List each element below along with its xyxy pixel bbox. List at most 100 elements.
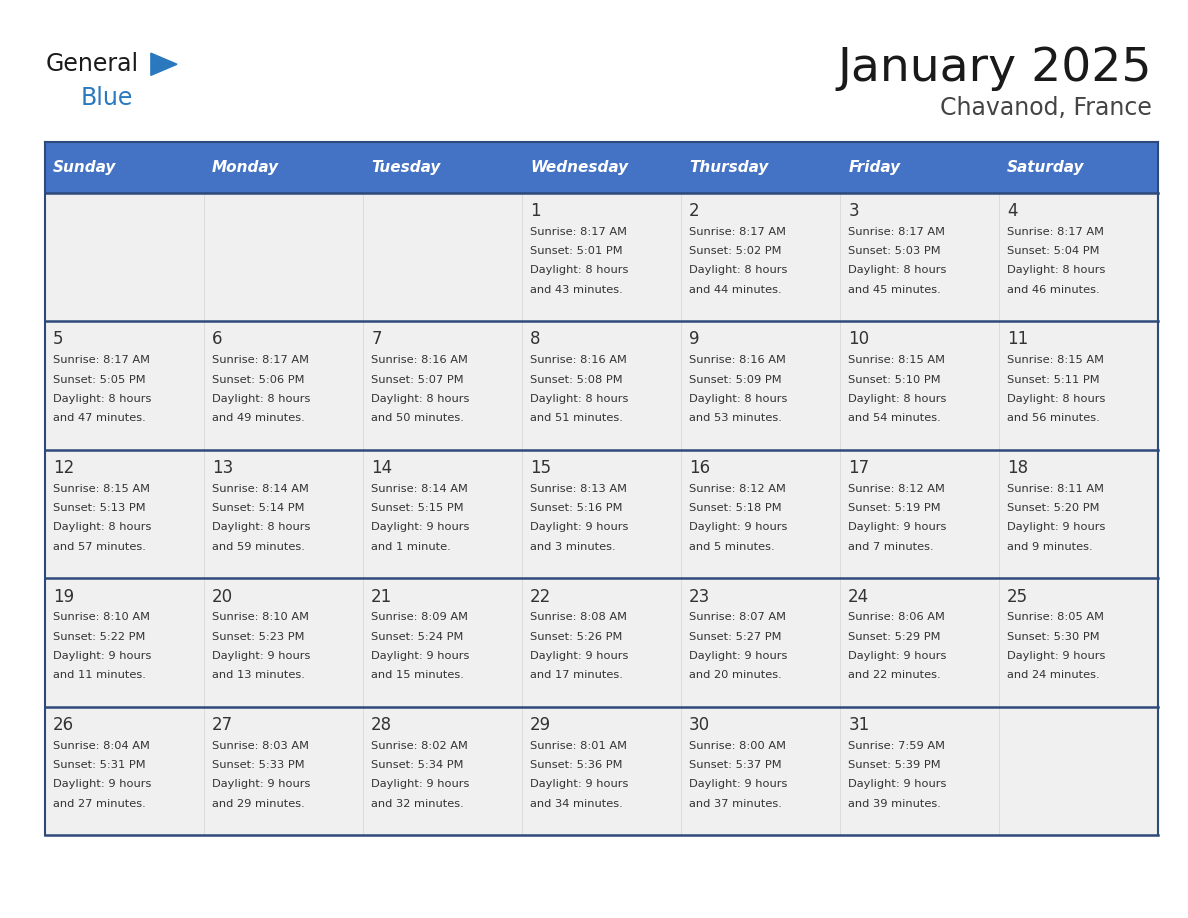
Text: and 59 minutes.: and 59 minutes. xyxy=(213,542,305,552)
Bar xyxy=(45,578,1158,707)
Text: Sunset: 5:16 PM: Sunset: 5:16 PM xyxy=(530,503,623,513)
Text: 25: 25 xyxy=(1007,588,1029,606)
Text: Sunrise: 8:02 AM: Sunrise: 8:02 AM xyxy=(371,741,468,751)
Bar xyxy=(523,142,681,193)
Text: 27: 27 xyxy=(213,716,233,734)
Text: Daylight: 9 hours: Daylight: 9 hours xyxy=(371,779,469,789)
Text: Sunrise: 8:17 AM: Sunrise: 8:17 AM xyxy=(213,355,309,365)
Text: Sunset: 5:09 PM: Sunset: 5:09 PM xyxy=(689,375,782,385)
Text: 30: 30 xyxy=(689,716,710,734)
Text: Sunset: 5:27 PM: Sunset: 5:27 PM xyxy=(689,632,782,642)
Text: Sunrise: 8:10 AM: Sunrise: 8:10 AM xyxy=(213,612,309,622)
Text: Daylight: 8 hours: Daylight: 8 hours xyxy=(689,394,788,404)
Text: 2: 2 xyxy=(689,202,700,220)
Text: 1: 1 xyxy=(530,202,541,220)
Text: 6: 6 xyxy=(213,330,222,349)
Text: and 49 minutes.: and 49 minutes. xyxy=(213,413,305,423)
Text: and 29 minutes.: and 29 minutes. xyxy=(213,799,305,809)
Text: Sunset: 5:19 PM: Sunset: 5:19 PM xyxy=(848,503,941,513)
Text: 9: 9 xyxy=(689,330,700,349)
Text: Tuesday: Tuesday xyxy=(371,160,441,175)
Text: Sunrise: 8:15 AM: Sunrise: 8:15 AM xyxy=(848,355,946,365)
Text: Daylight: 8 hours: Daylight: 8 hours xyxy=(213,522,310,532)
Text: Sunset: 5:02 PM: Sunset: 5:02 PM xyxy=(689,246,782,256)
Text: Sunrise: 8:01 AM: Sunrise: 8:01 AM xyxy=(530,741,627,751)
Text: and 54 minutes.: and 54 minutes. xyxy=(848,413,941,423)
Text: Daylight: 9 hours: Daylight: 9 hours xyxy=(213,779,310,789)
Text: Daylight: 8 hours: Daylight: 8 hours xyxy=(848,394,947,404)
Text: Sunset: 5:26 PM: Sunset: 5:26 PM xyxy=(530,632,623,642)
Text: and 15 minutes.: and 15 minutes. xyxy=(371,670,465,680)
Text: and 11 minutes.: and 11 minutes. xyxy=(53,670,146,680)
Text: Sunrise: 8:08 AM: Sunrise: 8:08 AM xyxy=(530,612,627,622)
Text: Daylight: 9 hours: Daylight: 9 hours xyxy=(689,651,788,661)
Text: and 45 minutes.: and 45 minutes. xyxy=(848,285,941,295)
Text: Daylight: 9 hours: Daylight: 9 hours xyxy=(213,651,310,661)
Text: Sunset: 5:06 PM: Sunset: 5:06 PM xyxy=(213,375,304,385)
Text: and 17 minutes.: and 17 minutes. xyxy=(530,670,623,680)
Bar xyxy=(364,142,523,193)
Text: Sunrise: 8:12 AM: Sunrise: 8:12 AM xyxy=(848,484,946,494)
Text: Sunrise: 8:10 AM: Sunrise: 8:10 AM xyxy=(53,612,150,622)
Text: Sunset: 5:29 PM: Sunset: 5:29 PM xyxy=(848,632,941,642)
Text: and 43 minutes.: and 43 minutes. xyxy=(530,285,623,295)
Text: 20: 20 xyxy=(213,588,233,606)
Text: 24: 24 xyxy=(848,588,870,606)
Text: 21: 21 xyxy=(371,588,392,606)
Text: Sunrise: 8:13 AM: Sunrise: 8:13 AM xyxy=(530,484,627,494)
Text: Sunrise: 8:04 AM: Sunrise: 8:04 AM xyxy=(53,741,150,751)
Text: and 34 minutes.: and 34 minutes. xyxy=(530,799,623,809)
Text: January 2025: January 2025 xyxy=(838,46,1152,92)
Text: 11: 11 xyxy=(1007,330,1029,349)
Text: Sunset: 5:05 PM: Sunset: 5:05 PM xyxy=(53,375,146,385)
Text: 23: 23 xyxy=(689,588,710,606)
Bar xyxy=(45,142,204,193)
Text: Daylight: 8 hours: Daylight: 8 hours xyxy=(53,522,152,532)
Text: and 7 minutes.: and 7 minutes. xyxy=(848,542,934,552)
Text: and 24 minutes.: and 24 minutes. xyxy=(1007,670,1100,680)
Text: Sunrise: 7:59 AM: Sunrise: 7:59 AM xyxy=(848,741,946,751)
Text: Daylight: 9 hours: Daylight: 9 hours xyxy=(689,522,788,532)
Text: Sunset: 5:07 PM: Sunset: 5:07 PM xyxy=(371,375,463,385)
Text: Daylight: 9 hours: Daylight: 9 hours xyxy=(848,779,947,789)
Text: Sunset: 5:37 PM: Sunset: 5:37 PM xyxy=(689,760,782,770)
Text: Monday: Monday xyxy=(213,160,279,175)
Text: Friday: Friday xyxy=(848,160,901,175)
Text: Sunrise: 8:09 AM: Sunrise: 8:09 AM xyxy=(371,612,468,622)
Text: Thursday: Thursday xyxy=(689,160,769,175)
Text: Sunset: 5:04 PM: Sunset: 5:04 PM xyxy=(1007,246,1100,256)
Text: and 1 minute.: and 1 minute. xyxy=(371,542,451,552)
Text: Blue: Blue xyxy=(81,86,133,110)
Text: and 13 minutes.: and 13 minutes. xyxy=(213,670,305,680)
Text: and 47 minutes.: and 47 minutes. xyxy=(53,413,146,423)
Text: 12: 12 xyxy=(53,459,75,477)
Text: Sunrise: 8:15 AM: Sunrise: 8:15 AM xyxy=(1007,355,1104,365)
Text: Daylight: 9 hours: Daylight: 9 hours xyxy=(848,651,947,661)
Bar xyxy=(999,142,1158,193)
Text: 10: 10 xyxy=(848,330,870,349)
Text: and 3 minutes.: and 3 minutes. xyxy=(530,542,615,552)
Text: Sunset: 5:13 PM: Sunset: 5:13 PM xyxy=(53,503,146,513)
Text: 3: 3 xyxy=(848,202,859,220)
Text: Daylight: 9 hours: Daylight: 9 hours xyxy=(1007,522,1106,532)
Text: 29: 29 xyxy=(530,716,551,734)
Text: Daylight: 9 hours: Daylight: 9 hours xyxy=(53,779,152,789)
Text: Daylight: 9 hours: Daylight: 9 hours xyxy=(848,522,947,532)
Text: and 46 minutes.: and 46 minutes. xyxy=(1007,285,1100,295)
Text: Sunrise: 8:06 AM: Sunrise: 8:06 AM xyxy=(848,612,946,622)
Text: 31: 31 xyxy=(848,716,870,734)
Text: Sunset: 5:30 PM: Sunset: 5:30 PM xyxy=(1007,632,1100,642)
Text: Sunrise: 8:16 AM: Sunrise: 8:16 AM xyxy=(689,355,786,365)
Text: 8: 8 xyxy=(530,330,541,349)
Text: 15: 15 xyxy=(530,459,551,477)
Text: and 5 minutes.: and 5 minutes. xyxy=(689,542,775,552)
Text: Sunset: 5:18 PM: Sunset: 5:18 PM xyxy=(689,503,782,513)
Text: Sunrise: 8:17 AM: Sunrise: 8:17 AM xyxy=(530,227,627,237)
Text: 13: 13 xyxy=(213,459,233,477)
Text: Daylight: 8 hours: Daylight: 8 hours xyxy=(371,394,469,404)
Text: Daylight: 8 hours: Daylight: 8 hours xyxy=(213,394,310,404)
Text: and 50 minutes.: and 50 minutes. xyxy=(371,413,465,423)
Text: Daylight: 9 hours: Daylight: 9 hours xyxy=(530,779,628,789)
Text: Daylight: 8 hours: Daylight: 8 hours xyxy=(689,265,788,275)
Text: Daylight: 9 hours: Daylight: 9 hours xyxy=(530,522,628,532)
